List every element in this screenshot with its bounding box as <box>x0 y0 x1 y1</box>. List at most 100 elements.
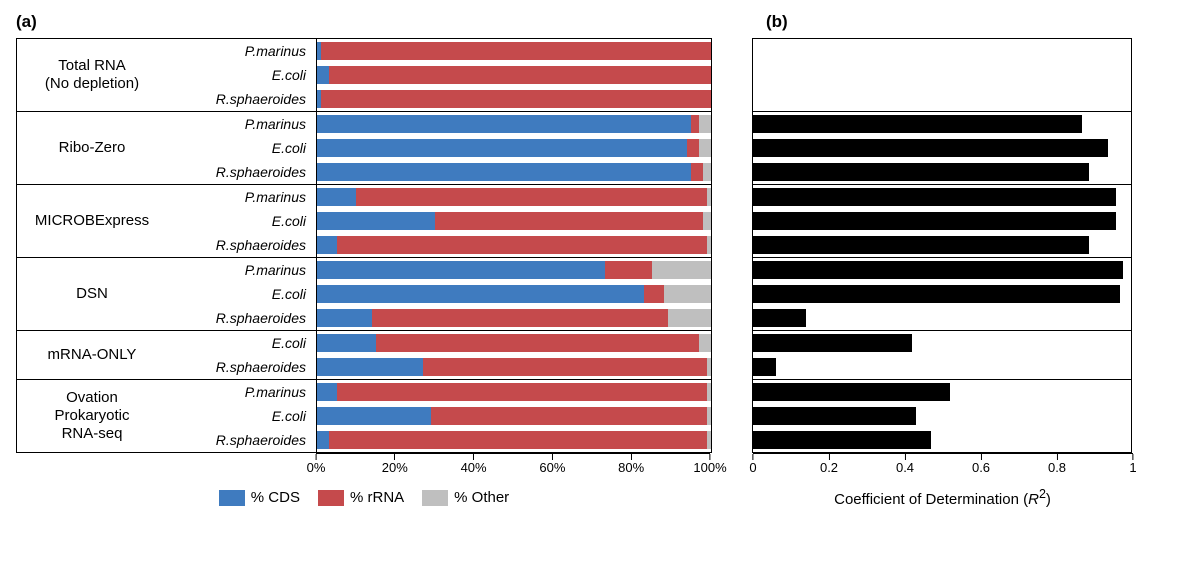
panel-b: 00.20.40.60.81 Coefficient of Determinat… <box>752 38 1133 508</box>
legend-item-other: % Other <box>422 489 509 506</box>
stacked-bar <box>317 282 711 306</box>
segment-cds <box>317 212 435 230</box>
species-label: P.marinus <box>167 39 316 63</box>
segment-other <box>668 309 711 327</box>
tick: 0.6 <box>972 454 990 475</box>
segment-rrna <box>376 334 699 352</box>
r2-bar <box>753 282 1131 306</box>
species-label: P.marinus <box>167 185 316 209</box>
segment-rrna <box>329 431 707 449</box>
r2-bar <box>753 404 1131 428</box>
tick: 100% <box>693 454 726 475</box>
panel-b-axis-label: Coefficient of Determination (R2) <box>752 487 1133 508</box>
segment-other <box>699 334 711 352</box>
r2-bar-fill <box>753 309 806 327</box>
r2-bar <box>753 306 1131 330</box>
species-label: R.sphaeroides <box>167 233 316 257</box>
segment-rrna <box>329 66 711 84</box>
bar-group <box>317 39 711 112</box>
r2-group <box>753 39 1131 112</box>
stacked-bar <box>317 209 711 233</box>
tick: 0 <box>749 454 756 475</box>
stacked-bar <box>317 136 711 160</box>
r2-group <box>753 112 1131 185</box>
r2-group <box>753 258 1131 331</box>
species-label: R.sphaeroides <box>167 355 316 379</box>
segment-cds <box>317 115 691 133</box>
r2-bar <box>753 233 1131 257</box>
group-name: mRNA-ONLY <box>17 331 167 379</box>
species-label: E.coli <box>167 282 316 306</box>
legend-label: % rRNA <box>350 489 404 506</box>
segment-other <box>707 383 711 401</box>
stacked-bar-column <box>317 39 711 453</box>
r2-bar <box>753 355 1131 379</box>
stacked-bar <box>317 355 711 379</box>
stacked-bar <box>317 185 711 209</box>
legend-label: % CDS <box>251 489 300 506</box>
stacked-bar <box>317 63 711 87</box>
panel-labels-row: (a) (b) <box>16 12 1184 32</box>
group-row: DSNP.marinusE.coliR.sphaeroides <box>17 258 317 331</box>
stacked-bar <box>317 112 711 136</box>
segment-cds <box>317 261 605 279</box>
species-label: R.sphaeroides <box>167 428 316 452</box>
r2-bar-fill <box>753 139 1108 157</box>
species-label: E.coli <box>167 209 316 233</box>
legend-item-cds: % CDS <box>219 489 300 506</box>
segment-cds <box>317 334 376 352</box>
tick: 0.8 <box>1048 454 1066 475</box>
r2-bar-fill <box>753 407 916 425</box>
species-column: P.marinusE.coliR.sphaeroides <box>167 380 317 452</box>
segment-other <box>699 115 711 133</box>
stacked-bar <box>317 87 711 111</box>
bar-group <box>317 258 711 331</box>
tick: 20% <box>382 454 408 475</box>
r2-bar-fill <box>753 334 912 352</box>
charts-row: Total RNA(No depletion)P.marinusE.coliR.… <box>16 38 1184 508</box>
segment-cds <box>317 383 337 401</box>
bar-group <box>317 380 711 453</box>
tick: 0.2 <box>820 454 838 475</box>
species-label: E.coli <box>167 63 316 87</box>
r2-bar-fill <box>753 285 1120 303</box>
group-row: Ribo-ZeroP.marinusE.coliR.sphaeroides <box>17 112 317 185</box>
segment-rrna <box>644 285 664 303</box>
stacked-bar <box>317 39 711 63</box>
r2-bar-fill <box>753 188 1116 206</box>
species-label: E.coli <box>167 331 316 355</box>
legend-item-rrna: % rRNA <box>318 489 404 506</box>
segment-rrna <box>691 163 703 181</box>
group-name: MICROBExpress <box>17 185 167 257</box>
species-label: P.marinus <box>167 112 316 136</box>
segment-cds <box>317 236 337 254</box>
segment-rrna <box>321 42 711 60</box>
stacked-bar <box>317 404 711 428</box>
group-name: DSN <box>17 258 167 330</box>
segment-cds <box>317 309 372 327</box>
r2-bar <box>753 136 1131 160</box>
segment-other <box>699 139 711 157</box>
r2-bar <box>753 380 1131 404</box>
r2-bar <box>753 428 1131 452</box>
legend-label: % Other <box>454 489 509 506</box>
r2-bar <box>753 160 1131 184</box>
stacked-bar <box>317 233 711 257</box>
tick: 60% <box>539 454 565 475</box>
r2-bar-fill <box>753 115 1082 133</box>
group-row: mRNA-ONLYE.coliR.sphaeroides <box>17 331 317 380</box>
species-column: P.marinusE.coliR.sphaeroides <box>167 185 317 257</box>
stacked-bar <box>317 380 711 404</box>
bar-group <box>317 185 711 258</box>
group-row: Total RNA(No depletion)P.marinusE.coliR.… <box>17 39 317 112</box>
r2-bar <box>753 39 1131 63</box>
species-label: P.marinus <box>167 258 316 282</box>
panel-a: Total RNA(No depletion)P.marinusE.coliR.… <box>16 38 712 508</box>
label-column: Total RNA(No depletion)P.marinusE.coliR.… <box>17 39 317 453</box>
r2-bar <box>753 331 1131 355</box>
stacked-bar <box>317 160 711 184</box>
r2-group <box>753 380 1131 453</box>
stacked-bar <box>317 258 711 282</box>
r2-group <box>753 331 1131 380</box>
segment-other <box>707 407 711 425</box>
